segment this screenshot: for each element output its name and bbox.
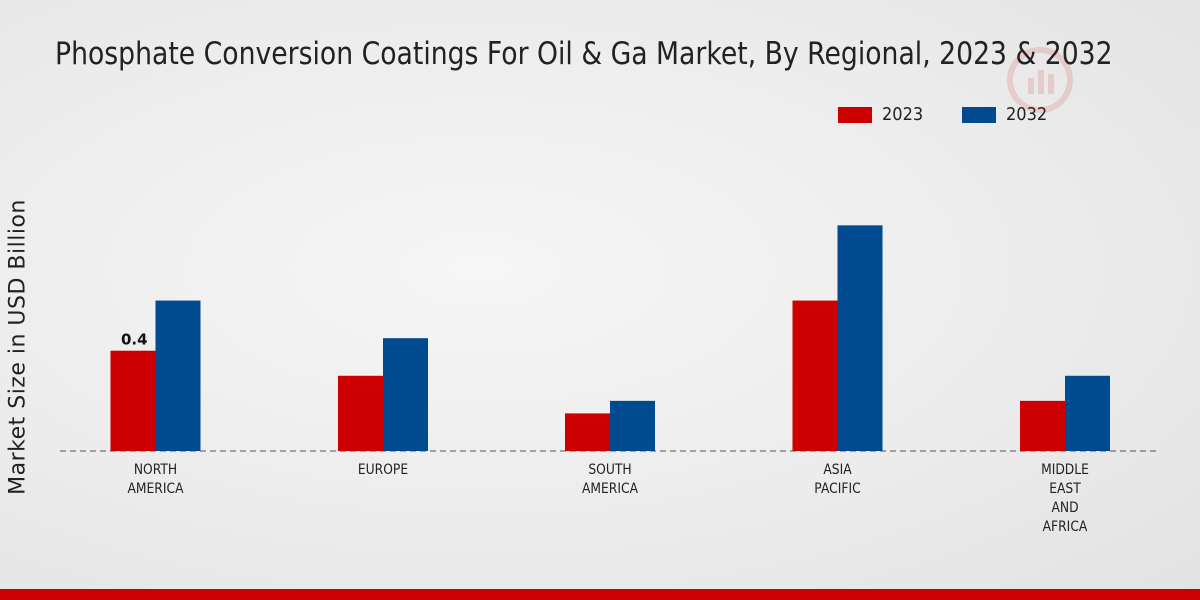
- bar-2032-middle-east-and-africa: [1065, 375, 1110, 451]
- x-tick-label: ASIA PACIFIC: [814, 462, 860, 497]
- legend-item-2023: 2023: [838, 104, 928, 125]
- bar-2032-south-america: [610, 400, 655, 451]
- legend-label-2023: 2023: [882, 104, 924, 125]
- bar-2023-middle-east-and-africa: [1020, 400, 1065, 451]
- bottom-accent-bar: [0, 589, 1200, 600]
- bar-2023-europe: [338, 375, 383, 451]
- bar-2032-asia-pacific: [837, 225, 883, 451]
- bar-2032-europe: [383, 338, 428, 451]
- bar-2023-asia-pacific: [792, 300, 838, 451]
- data-label: 0.4: [121, 331, 148, 349]
- x-tick-label: MIDDLE EAST AND AFRICA: [1041, 462, 1089, 535]
- chart-legend: 2023 2032: [838, 104, 1086, 125]
- watermark-logo-icon: [1007, 47, 1073, 113]
- chart-title: Phosphate Conversion Coatings For Oil & …: [55, 36, 1113, 72]
- legend-swatch-2032: [961, 106, 996, 123]
- x-tick-label: NORTH AMERICA: [127, 462, 183, 497]
- legend-label-2032: 2032: [1005, 104, 1048, 125]
- bar-2023-north-america: [110, 350, 156, 451]
- x-tick-label: SOUTH AMERICA: [582, 462, 638, 497]
- bar-2023-south-america: [565, 413, 610, 451]
- x-tick-label: EUROPE: [358, 462, 408, 478]
- bar-2032-north-america: [155, 300, 201, 451]
- legend-swatch-2023: [838, 106, 872, 123]
- legend-item-2032: 2032: [961, 104, 1052, 125]
